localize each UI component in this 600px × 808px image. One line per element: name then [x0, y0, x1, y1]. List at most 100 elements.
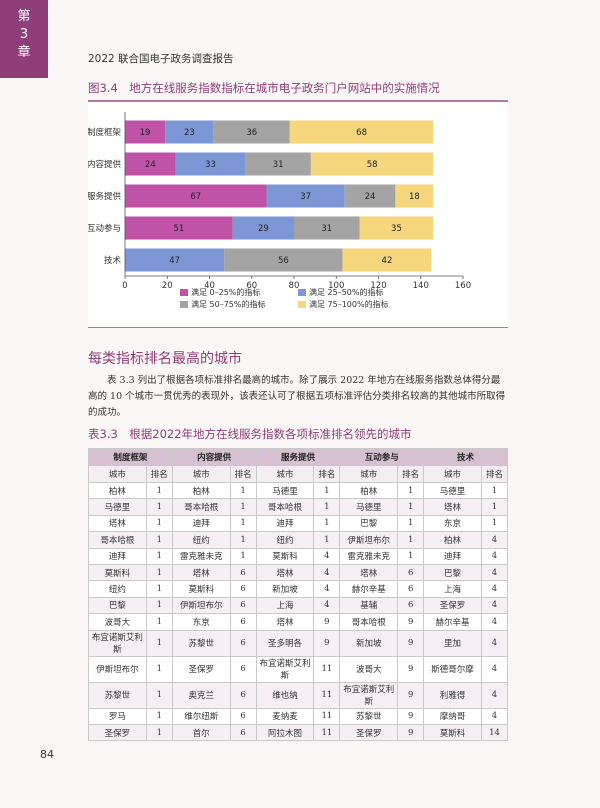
table-cell-rank: 1: [145, 681, 173, 709]
data-label: 24: [365, 192, 376, 202]
table-cell-rank: 6: [229, 655, 257, 683]
bar-segment: [213, 120, 290, 144]
table-cell-rank: 4: [313, 580, 341, 598]
table-sub-header-rank: 排名: [229, 465, 257, 483]
table-cell-city: 莫斯科: [88, 563, 147, 582]
table-cell-city: 斯德哥尔摩: [423, 655, 482, 683]
data-label: 35: [391, 224, 402, 234]
table-cell-rank: 1: [145, 531, 173, 549]
table-row: 巴黎 1 伊斯坦布尔 6 上海 4 基辅 6 圣保罗 4: [88, 596, 509, 615]
table-cell-rank: 1: [313, 481, 341, 500]
table-row: 圣保罗 1 首尔 6 阿拉木图 11 圣保罗 9 莫斯科 14: [88, 723, 509, 742]
chapter-tab: 第 3 章: [0, 0, 48, 78]
table-cell-rank: 6: [229, 681, 257, 709]
table-cell-rank: 1: [480, 481, 509, 500]
table-cell-rank: 1: [145, 580, 173, 598]
table-row: 马德里 1 哥本哈根 1 哥本哈根 1 马德里 1 塔林 1: [88, 498, 509, 516]
table-cell-rank: 1: [145, 498, 173, 516]
x-tick-label: 140: [413, 281, 429, 291]
table-cell-rank: 1: [397, 481, 425, 500]
ranking-table: 制度框架 内容提供 服务提供 互动参与 技术 城市 排名 城市 排名 城市 排名 城市 排名 城市 排名 …: [88, 448, 509, 742]
table-cell-city: 纽约: [255, 531, 315, 549]
chapter-label: 第: [17, 9, 31, 24]
table-cell-rank: 4: [480, 613, 509, 631]
bar-segment: [342, 248, 432, 272]
table-cell-city: 首尔: [171, 723, 231, 742]
bar-segment: [125, 120, 166, 144]
data-label: 58: [367, 160, 378, 170]
table-sub-header-city: 城市: [255, 465, 315, 483]
page-number: 84: [40, 748, 54, 761]
table-cell-rank: 1: [313, 531, 341, 549]
x-tick-label: 0: [122, 281, 127, 291]
table-cell-city: 维尔纽斯: [171, 707, 231, 725]
table-cell-rank: 6: [397, 596, 425, 615]
table-cell-rank: 11: [313, 655, 341, 683]
table-sub-header-city: 城市: [423, 465, 482, 483]
table-cell-rank: 4: [480, 596, 509, 615]
table-cell-city: 圣保罗: [423, 596, 482, 615]
table-cell-rank: 11: [313, 707, 341, 725]
table-cell-city: 巴黎: [88, 596, 147, 615]
table-cell-city: 东京: [423, 514, 482, 533]
legend-label: 满足 50–75%的指标: [191, 299, 266, 309]
legend-label: 满足 75–100%的指标: [309, 299, 389, 309]
table-cell-rank: 4: [480, 531, 509, 549]
table-cell-rank: 9: [397, 681, 425, 709]
table-group-header-cell: 技术: [423, 448, 508, 466]
table-cell-rank: 1: [229, 498, 257, 516]
table-cell-rank: 1: [480, 498, 509, 516]
table-cell-rank: 4: [480, 563, 509, 582]
table-cell-city: 纽约: [88, 580, 147, 598]
table-cell-rank: 1: [145, 655, 173, 683]
table-row: 纽约 1 莫斯科 6 新加坡 4 赫尔辛基 6 上海 4: [88, 580, 509, 598]
table-row: 波哥大 1 东京 6 塔林 9 哥本哈根 9 赫尔辛基 4: [88, 613, 509, 631]
table-cell-city: 柏林: [339, 481, 399, 500]
table-cell-city: 苏黎世: [88, 681, 147, 709]
table-cell-city: 迪拜: [423, 547, 482, 565]
table-cell-rank: 4: [313, 596, 341, 615]
table-cell-city: 柏林: [171, 481, 231, 500]
table-cell-rank: 1: [480, 514, 509, 533]
table-cell-rank: 1: [145, 514, 173, 533]
table-body: 柏林 1 柏林 1 马德里 1 柏林 1 马德里 1 马德里 1 哥本哈根 1 哥本哈根 1 马德里 1 塔林 1 塔林…: [88, 481, 509, 742]
table-cell-city: 哥本哈根: [171, 498, 231, 516]
data-label: 56: [278, 256, 289, 266]
table-cell-rank: 1: [145, 723, 173, 742]
table-cell-rank: 1: [145, 563, 173, 582]
table-cell-city: 圣多明各: [255, 629, 315, 657]
data-label: 42: [382, 256, 393, 266]
bar-segment: [344, 184, 396, 208]
bar-segment: [125, 216, 233, 240]
table-cell-rank: 4: [480, 655, 509, 683]
table-cell-city: 马德里: [255, 481, 315, 500]
table-cell-city: 伊斯坦布尔: [339, 531, 399, 549]
table-title: 表3.3 根据2022年地方在线服务指数各项标准排名领先的城市: [88, 427, 412, 441]
table-cell-city: 迪拜: [171, 514, 231, 533]
table-cell-city: 苏黎世: [171, 629, 231, 657]
bar-segment: [359, 216, 434, 240]
table-cell-rank: 1: [397, 547, 425, 565]
table-cell-city: 纽约: [171, 531, 231, 549]
x-tick-label: 40: [204, 281, 215, 291]
table-cell-rank: 1: [229, 547, 257, 565]
category-label: 技术: [104, 255, 122, 266]
table-cell-rank: 1: [397, 498, 425, 516]
category-label: 互动参与: [88, 223, 121, 234]
table-sub-header-rank: 排名: [480, 465, 509, 483]
table-cell-city: 摩纳哥: [423, 707, 482, 725]
table-cell-rank: 9: [397, 655, 425, 683]
table-cell-city: 布宜诺斯艾利斯: [255, 655, 315, 683]
table-cell-rank: 6: [397, 580, 425, 598]
legend-swatch: [180, 289, 188, 296]
table-group-header-cell: 制度框架: [88, 448, 173, 466]
table-cell-city: 上海: [255, 596, 315, 615]
table-sub-header-rank: 排名: [397, 465, 425, 483]
bar-segment: [395, 184, 434, 208]
table-cell-rank: 14: [480, 723, 509, 742]
table-cell-city: 塔林: [423, 498, 482, 516]
stacked-bar-chart: 制度框架 19 23 36 68 内容提供 24 33 31 58 服务提供 67 37 24 18 互动参与…: [88, 112, 471, 309]
table-cell-rank: 1: [229, 481, 257, 500]
table-cell-city: 雷克雅未克: [339, 547, 399, 565]
table-cell-rank: 1: [145, 629, 173, 657]
